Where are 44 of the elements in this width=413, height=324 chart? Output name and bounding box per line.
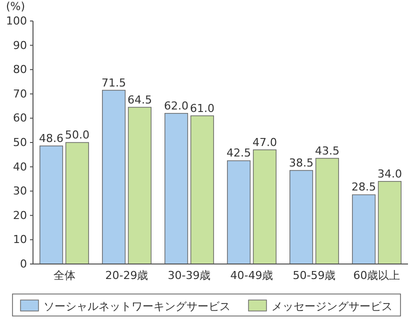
data-label: 47.0 <box>252 136 277 149</box>
x-tick-label: 40-49歳 <box>230 269 274 282</box>
y-tick-label: 20 <box>13 208 27 222</box>
y-tick-label: 90 <box>13 38 27 52</box>
y-tick-label: 10 <box>13 233 27 246</box>
x-tick-label: 20-29歳 <box>105 269 148 282</box>
bar <box>102 90 126 264</box>
bar <box>378 181 402 264</box>
x-tick-label: 60歳以上 <box>353 269 400 282</box>
y-tick-label: 100 <box>6 14 27 28</box>
y-tick-label: 60 <box>13 112 27 125</box>
bar <box>352 194 376 264</box>
bar <box>252 149 276 264</box>
bar <box>65 142 89 264</box>
data-label: 28.5 <box>352 180 376 194</box>
x-tick-label: 30-39歳 <box>168 269 211 282</box>
y-tick-label: 30 <box>13 184 27 198</box>
x-tick-label: 50-59歳 <box>292 269 336 282</box>
data-label: 64.5 <box>127 93 152 106</box>
bar <box>190 115 214 264</box>
data-label: 50.0 <box>64 128 90 142</box>
bar <box>164 112 188 264</box>
legend-label: メッセージングサービス <box>272 300 392 313</box>
y-tick-label: 40 <box>13 160 27 174</box>
bar <box>227 160 251 264</box>
y-tick-label: 70 <box>13 87 27 100</box>
x-tick-label: 全体 <box>53 269 76 282</box>
data-label: 61.0 <box>190 102 214 115</box>
y-axis-title: (%) <box>6 0 26 13</box>
y-tick-label: 0 <box>20 258 27 271</box>
data-label: 62.0 <box>164 99 189 112</box>
data-label: 48.6 <box>39 132 64 145</box>
data-label: 34.0 <box>377 167 402 180</box>
legend-label: ソーシャルネットワーキングサービス <box>44 300 230 313</box>
data-label: 38.5 <box>289 156 314 170</box>
y-tick-label: 50 <box>13 136 27 150</box>
data-label: 43.5 <box>314 144 340 158</box>
data-label: 42.5 <box>226 146 252 160</box>
bar <box>40 146 64 264</box>
bar <box>315 158 339 264</box>
y-tick-label: 80 <box>13 63 27 76</box>
bar <box>128 106 152 264</box>
data-label: 71.5 <box>102 76 126 90</box>
bar <box>290 170 314 264</box>
